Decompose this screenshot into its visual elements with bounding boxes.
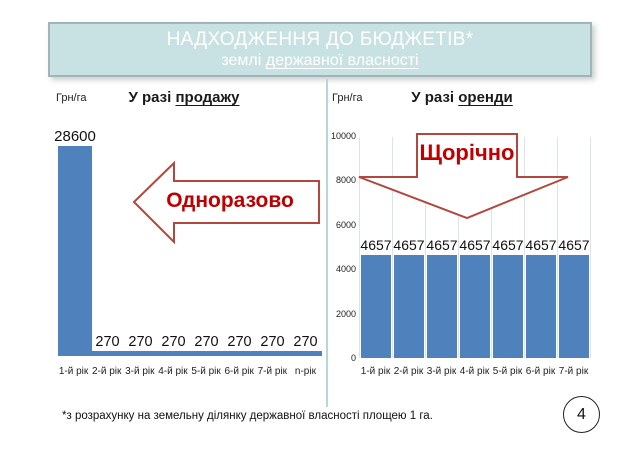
left-chart-first-bar xyxy=(58,146,92,356)
right-chart-title-underlined: оренди xyxy=(458,89,513,106)
x-axis-label: 4-й рік xyxy=(158,366,188,377)
bar xyxy=(460,255,490,358)
page-number: 4 xyxy=(577,405,586,423)
left-chart-x-axis-labels: 1-й рік 2-й рік 3-й рік 4-й рік 5-й рік 6-й р… xyxy=(57,366,322,377)
slide-title-banner: НАДХОДЖЕННЯ ДО БЮДЖЕТІВ* землі державної… xyxy=(48,22,592,77)
right-chart-column: 4657 xyxy=(359,137,392,358)
x-axis-label: 5-й рік xyxy=(191,366,221,377)
page-number-badge: 4 xyxy=(563,396,600,433)
x-axis-label: 2-й рік xyxy=(393,366,424,377)
right-chart-title-prefix: У разі xyxy=(411,89,459,106)
small-value-label: 270 xyxy=(128,334,153,350)
y-axis-tick-label: 4000 xyxy=(335,264,356,275)
right-chart-title: У разі оренди xyxy=(382,89,542,106)
small-value-label: 270 xyxy=(161,334,186,350)
small-value-label: 270 xyxy=(260,334,285,350)
x-axis-label: 6-й рік xyxy=(525,366,556,377)
small-value-label: 270 xyxy=(227,334,252,350)
bar-value-label: 4657 xyxy=(393,237,425,253)
left-arrow-shape xyxy=(132,160,320,245)
right-chart-column: 4657 xyxy=(425,137,458,358)
left-chart-small-value-labels: 270 270 270 270 270 270 270 xyxy=(91,334,322,350)
bar xyxy=(361,255,391,358)
y-axis-tick-label: 8000 xyxy=(335,175,356,186)
bar-value-label: 4657 xyxy=(360,237,392,253)
left-arrow-label: Одноразово xyxy=(166,189,294,212)
bar xyxy=(493,255,523,358)
bar-value-label: 4657 xyxy=(558,237,590,253)
bar-value-label: 4657 xyxy=(525,237,557,253)
y-axis-tick-label: 0 xyxy=(350,352,356,363)
x-axis-label: 1-й рік xyxy=(360,366,391,377)
y-axis-tick-label: 10000 xyxy=(330,131,356,141)
bar-value-label: 4657 xyxy=(492,237,524,253)
x-axis-label: 7-й рік xyxy=(257,366,288,377)
left-chart-bar-value-label: 28600 xyxy=(54,128,96,145)
left-chart-title-underlined: продажу xyxy=(175,89,240,106)
y-axis-tick-label: 2000 xyxy=(335,308,356,319)
slide-title-line2: землі державної власності xyxy=(50,52,590,70)
small-value-label: 270 xyxy=(194,334,219,350)
right-chart-column: 4657 xyxy=(524,137,557,358)
slide-title-line1: НАДХОДЖЕННЯ ДО БЮДЖЕТІВ* xyxy=(166,29,474,50)
x-axis-label: 5-й рік xyxy=(492,366,523,377)
x-axis-label: n-рік xyxy=(294,366,316,377)
bar xyxy=(526,255,556,358)
right-chart-x-axis-labels: 1-й рік 2-й рік 3-й рік 4-й рік 5-й рік 6-й р… xyxy=(359,366,590,377)
left-chart-title: У разі продажу xyxy=(104,89,264,106)
x-axis-label: 7-й рік xyxy=(558,366,589,377)
x-axis-label: 6-й рік xyxy=(224,366,254,377)
bar-value-label: 4657 xyxy=(426,237,458,253)
right-chart-column: 4657 xyxy=(491,137,524,358)
x-axis-label: 2-й рік xyxy=(91,366,122,377)
right-chart-column: 4657 xyxy=(458,137,491,358)
down-arrow-label: Щорічно xyxy=(419,140,515,165)
x-axis-label: 3-й рік xyxy=(426,366,457,377)
chart-divider-line xyxy=(326,79,328,407)
small-value-label: 270 xyxy=(293,334,318,350)
right-chart-plot-area: 4657 4657 4657 4657 4657 4657 4657 xyxy=(359,137,591,358)
down-arrow-shape xyxy=(358,133,569,220)
x-axis-label: 4-й рік xyxy=(459,366,490,377)
footnote: *з розрахунку на земельну ділянку держав… xyxy=(62,410,433,422)
right-chart-y-axis-ticks: 10000 8000 6000 4000 2000 0 xyxy=(326,131,356,364)
slide-title-line2-prefix: землі xyxy=(221,52,266,69)
left-chart-title-prefix: У разі xyxy=(128,89,176,106)
bar xyxy=(559,255,589,358)
y-axis-tick-label: 6000 xyxy=(335,219,356,230)
x-axis-label: 1-й рік xyxy=(58,366,89,377)
left-arrow-outline xyxy=(132,160,320,245)
left-chart-unit-label: Грн/га xyxy=(56,92,87,104)
left-chart-baseline-bars xyxy=(58,351,322,356)
x-axis-label: 3-й рік xyxy=(125,366,155,377)
right-chart-column: 4657 xyxy=(392,137,425,358)
right-chart-unit-label: Грн/га xyxy=(332,92,363,104)
right-chart-column: 4657 xyxy=(557,137,590,358)
small-value-label: 270 xyxy=(95,334,120,350)
bar xyxy=(427,255,457,358)
bar xyxy=(394,255,424,358)
down-arrow-outline xyxy=(358,133,569,220)
bar-value-label: 4657 xyxy=(459,237,491,253)
slide-title-line2-underlined: державної власності xyxy=(265,52,419,69)
